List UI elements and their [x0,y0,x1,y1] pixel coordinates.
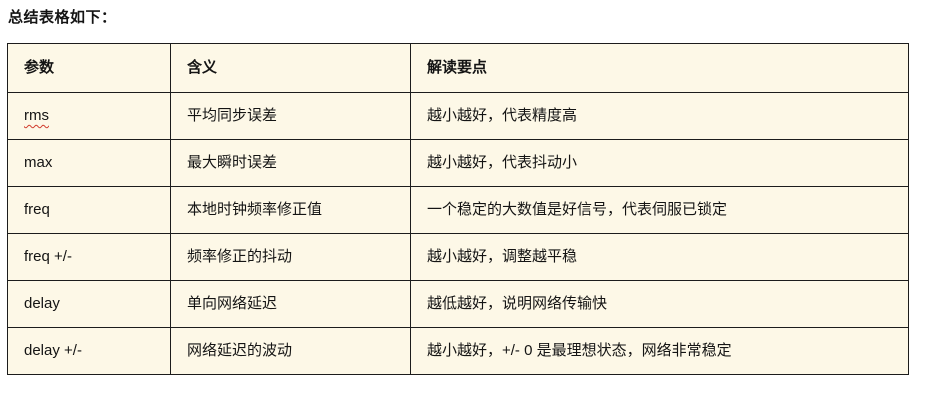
table-header-row: 参数 含义 解读要点 [7,43,909,93]
table-row: freq 本地时钟频率修正值 一个稳定的大数值是好信号，代表伺服已锁定 [7,186,909,234]
notes-cell: 越小越好，+/- 0 是最理想状态，网络非常稳定 [410,327,909,375]
notes-cell: 越小越好，调整越平稳 [410,233,909,281]
meaning-cell: 最大瞬时误差 [170,139,411,187]
meaning-cell: 本地时钟频率修正值 [170,186,411,234]
summary-table: 参数 含义 解读要点 rms 平均同步误差 越小越好，代表精度高 max 最大瞬… [7,43,909,375]
param-text: max [24,154,53,171]
table-row: delay 单向网络延迟 越低越好，说明网络传输快 [7,280,909,328]
param-cell: freq +/- [7,233,171,281]
table-body: rms 平均同步误差 越小越好，代表精度高 max 最大瞬时误差 越小越好，代表… [7,92,909,375]
param-cell: max [7,139,171,187]
param-cell: rms [7,92,171,140]
header-param: 参数 [7,43,171,93]
notes-cell: 越小越好，代表抖动小 [410,139,909,187]
notes-cell: 越低越好，说明网络传输快 [410,280,909,328]
meaning-cell: 频率修正的抖动 [170,233,411,281]
param-cell: freq [7,186,171,234]
header-meaning: 含义 [170,43,411,93]
header-notes: 解读要点 [410,43,909,93]
meaning-cell: 单向网络延迟 [170,280,411,328]
param-text: delay +/- [24,342,82,359]
meaning-cell: 平均同步误差 [170,92,411,140]
table-row: freq +/- 频率修正的抖动 越小越好，调整越平稳 [7,233,909,281]
page-title: 总结表格如下： [8,9,117,26]
param-cell: delay +/- [7,327,171,375]
param-text: freq [24,201,50,218]
meaning-cell: 网络延迟的波动 [170,327,411,375]
notes-cell: 一个稳定的大数值是好信号，代表伺服已锁定 [410,186,909,234]
table-row: max 最大瞬时误差 越小越好，代表抖动小 [7,139,909,187]
param-text: freq +/- [24,248,72,265]
param-text: delay [24,295,60,312]
table-row: delay +/- 网络延迟的波动 越小越好，+/- 0 是最理想状态，网络非常… [7,327,909,375]
table-row: rms 平均同步误差 越小越好，代表精度高 [7,92,909,140]
param-cell: delay [7,280,171,328]
param-text: rms [24,107,49,124]
notes-cell: 越小越好，代表精度高 [410,92,909,140]
